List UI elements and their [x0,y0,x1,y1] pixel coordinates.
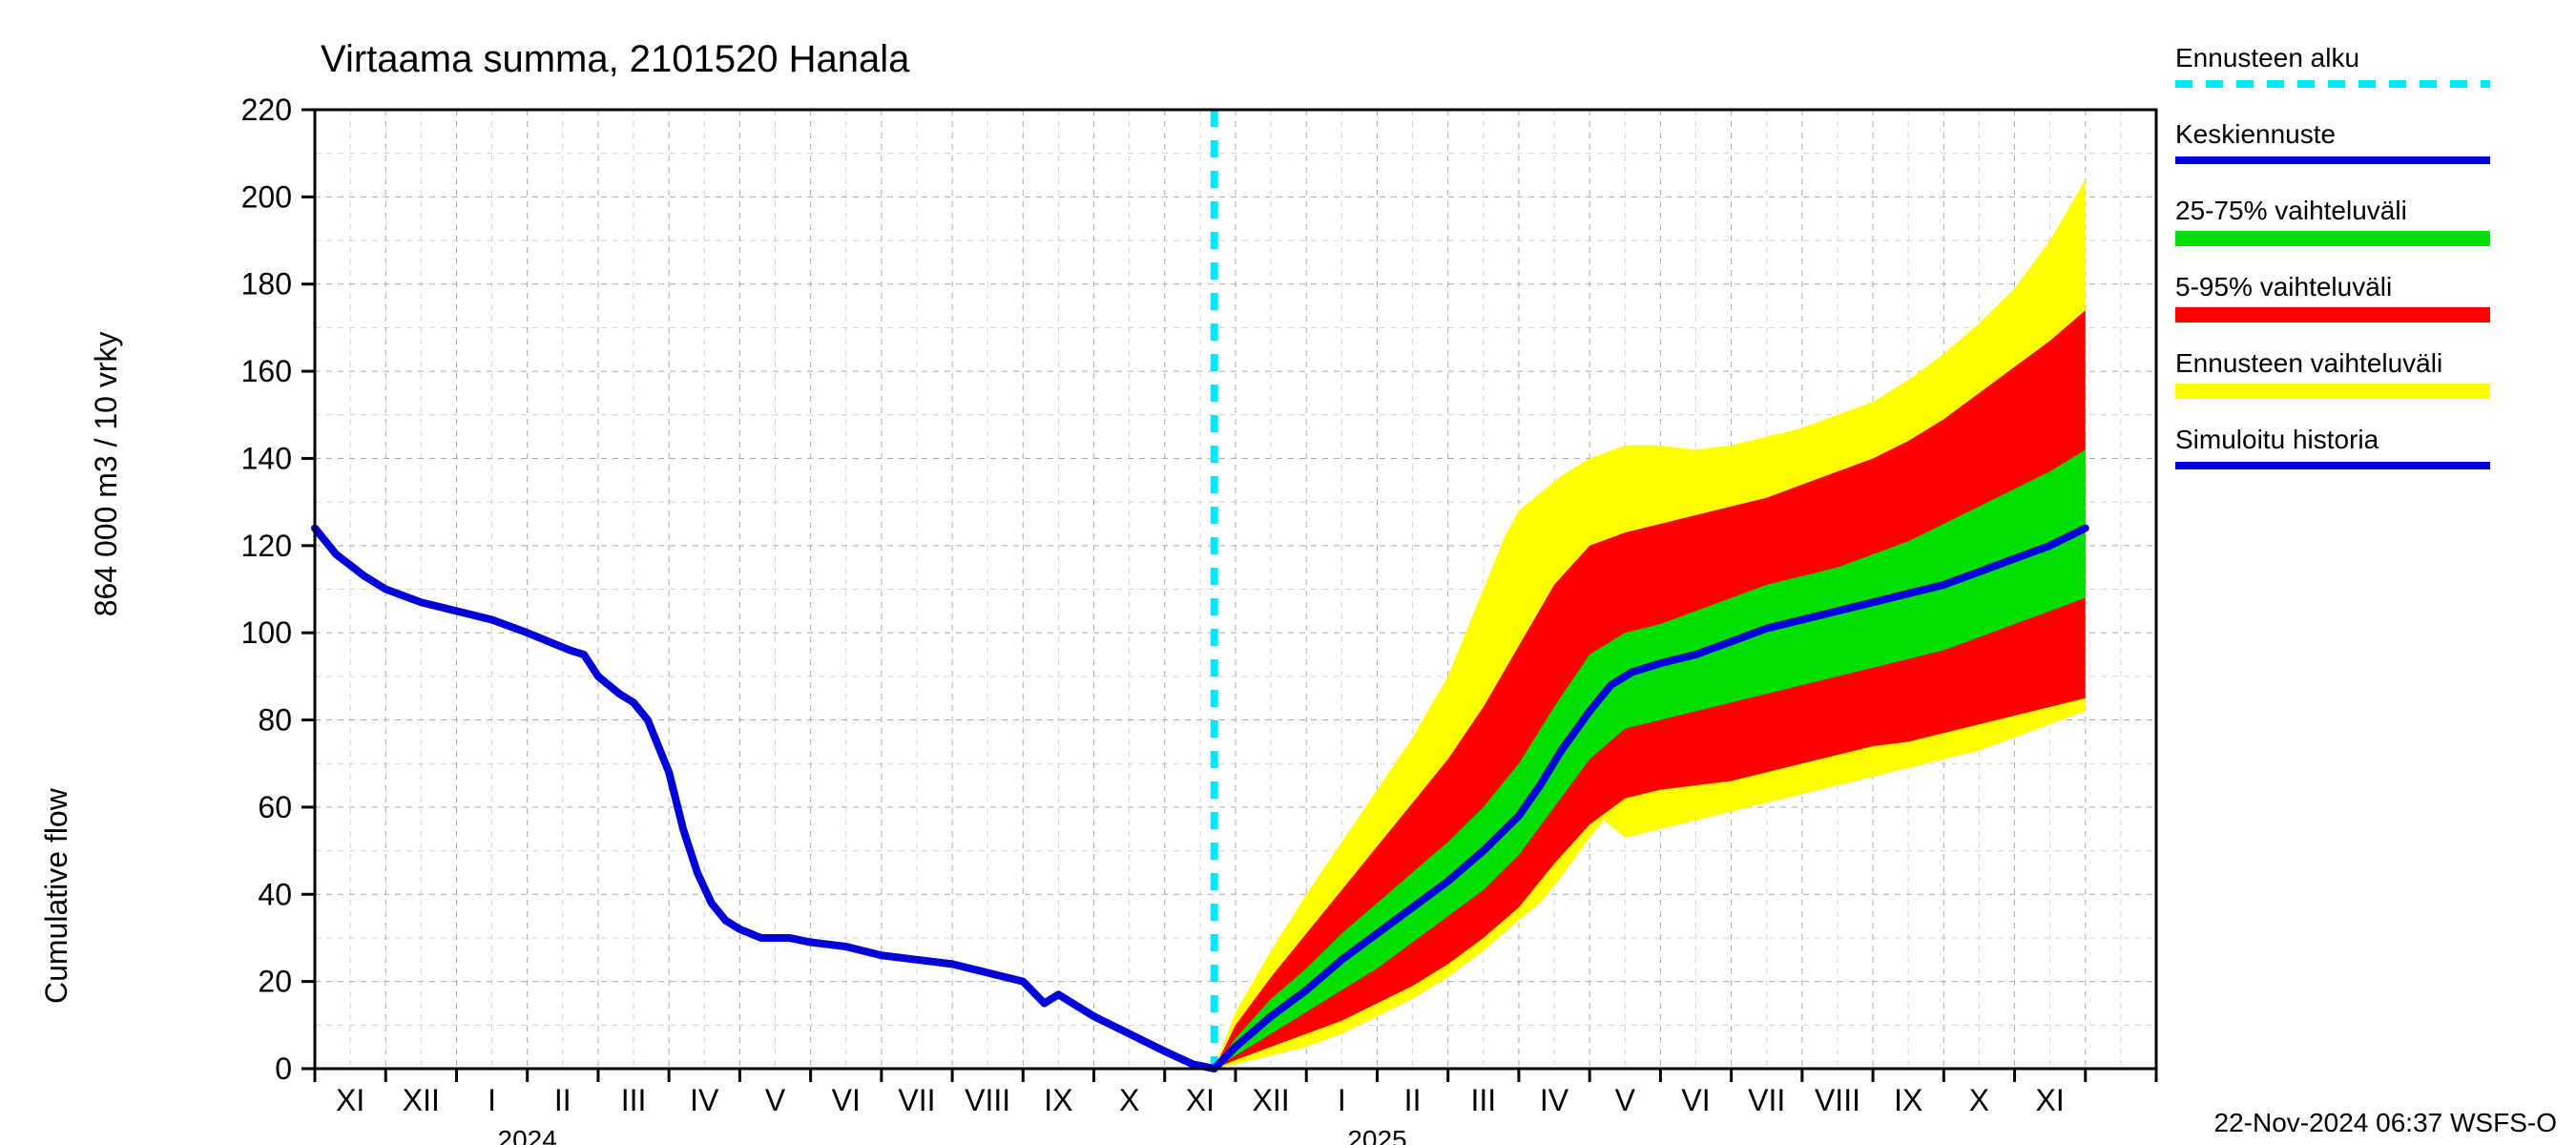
y-tick-label: 0 [275,1051,292,1086]
legend-swatch [2175,307,2490,323]
legend-swatch [2175,231,2490,246]
legend-label: Ennusteen alku [2175,43,2359,73]
x-month-label: VI [1681,1083,1710,1117]
x-month-label: IV [1540,1083,1569,1117]
x-month-label: I [488,1083,496,1117]
legend-label: 25-75% vaihteluväli [2175,196,2407,225]
x-month-label: IV [690,1083,719,1117]
x-month-label: I [1338,1083,1346,1117]
y-axis-label-1: Cumulative flow [39,787,73,1004]
x-month-label: III [1470,1083,1496,1117]
x-month-label: XI [336,1083,364,1117]
y-tick-label: 80 [258,703,292,738]
x-month-label: XI [2036,1083,2065,1117]
x-month-label: V [1615,1083,1636,1117]
legend-label: 5-95% vaihteluväli [2175,272,2392,302]
y-tick-label: 140 [241,441,292,475]
x-year-label: 2025 [1347,1125,1406,1145]
y-tick-label: 60 [258,790,292,824]
x-month-label: X [1119,1083,1139,1117]
chart-footer: 22-Nov-2024 06:37 WSFS-O [2214,1108,2558,1137]
x-month-label: XII [1253,1083,1290,1117]
y-tick-label: 40 [258,877,292,911]
x-year-label: 2024 [498,1125,557,1145]
y-tick-label: 120 [241,529,292,563]
x-month-label: VIII [965,1083,1010,1117]
x-month-label: XI [1186,1083,1215,1117]
y-tick-label: 200 [241,179,292,214]
x-month-label: XII [403,1083,440,1117]
x-month-label: VII [1748,1083,1785,1117]
chart-title: Virtaama summa, 2101520 Hanala [321,38,910,80]
x-month-label: IX [1894,1083,1922,1117]
chart-container: 020406080100120140160180200220XIXIIIIIII… [0,0,2576,1145]
x-month-label: IX [1044,1083,1072,1117]
legend-label: Ennusteen vaihteluväli [2175,348,2442,378]
x-month-label: III [621,1083,647,1117]
legend-label: Simuloitu historia [2175,425,2379,454]
x-month-label: VII [898,1083,935,1117]
y-tick-label: 180 [241,267,292,302]
x-month-label: VIII [1815,1083,1860,1117]
chart-svg: 020406080100120140160180200220XIXIIIIIII… [0,0,2576,1145]
x-month-label: II [1404,1083,1422,1117]
y-tick-label: 160 [241,354,292,388]
legend-swatch [2175,384,2490,399]
x-month-label: X [1969,1083,1989,1117]
y-tick-label: 100 [241,615,292,650]
x-month-label: II [554,1083,571,1117]
y-tick-label: 220 [241,93,292,127]
x-month-label: V [765,1083,786,1117]
legend-label: Keskiennuste [2175,119,2336,149]
y-tick-label: 20 [258,965,292,999]
x-month-label: VI [832,1083,861,1117]
y-axis-label-2: 864 000 m3 / 10 vrky [89,331,123,616]
